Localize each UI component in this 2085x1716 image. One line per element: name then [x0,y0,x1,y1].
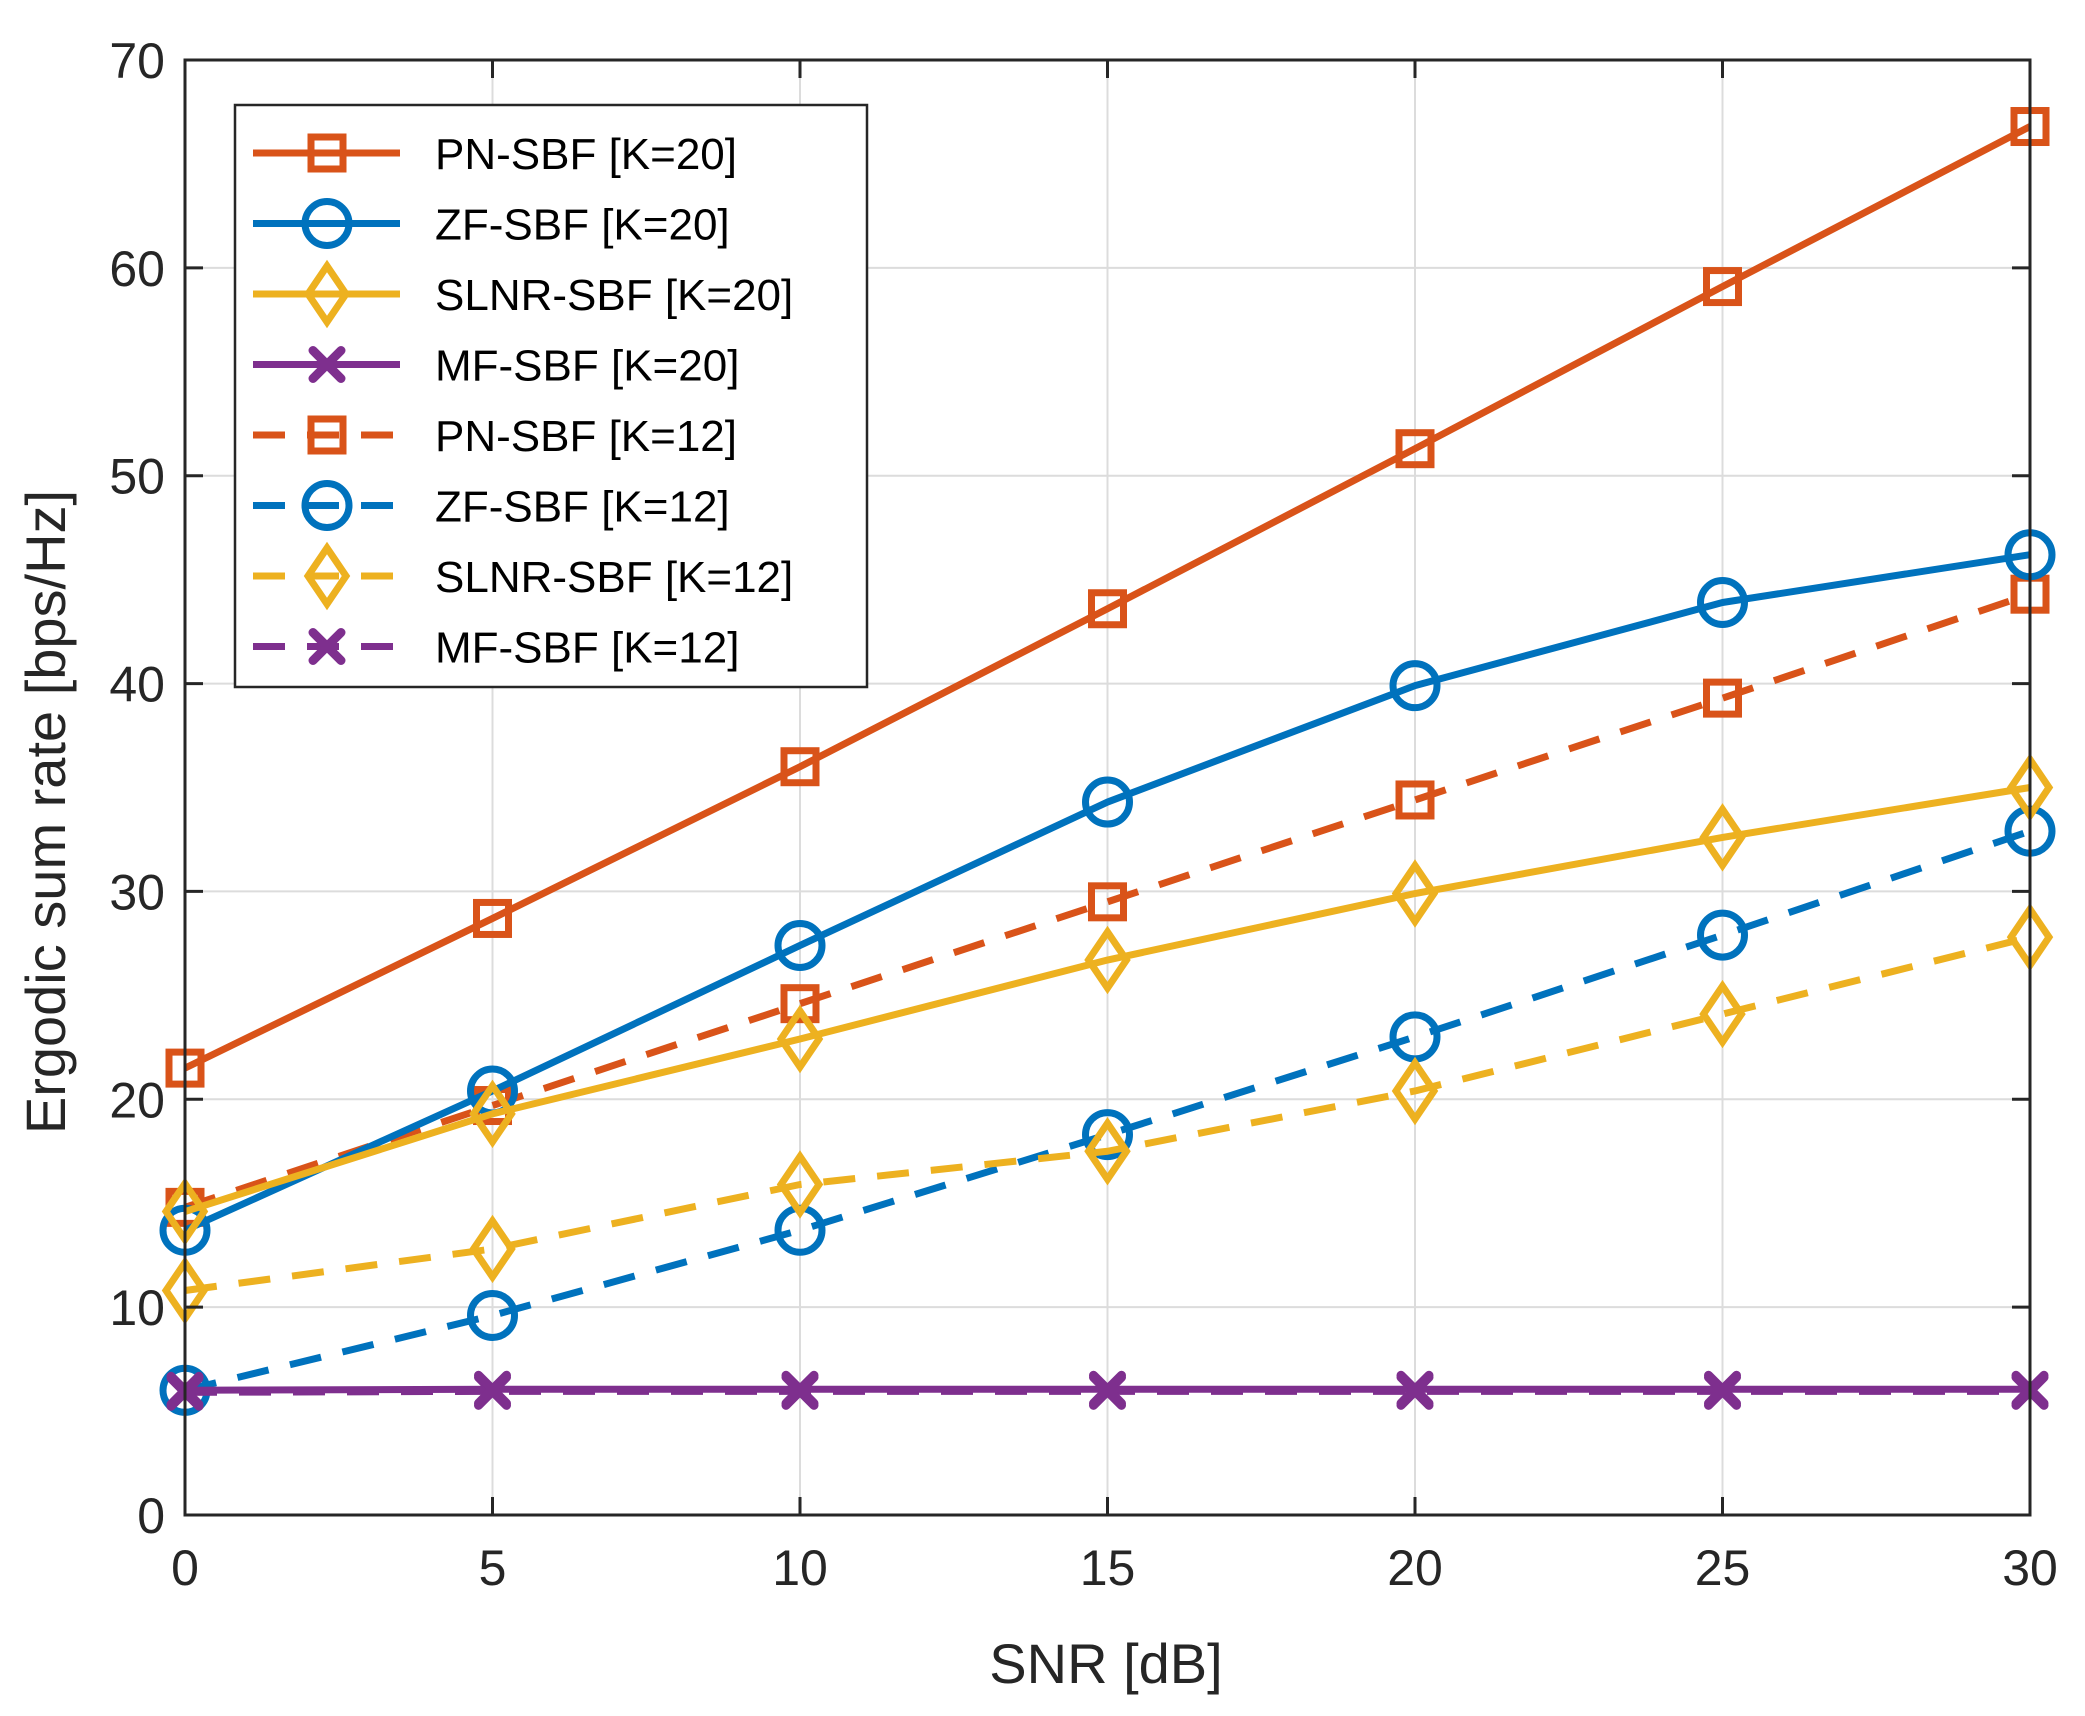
data-point [1082,776,1133,828]
data-point [1084,925,1131,995]
legend-marker [307,133,347,173]
data-point [1703,678,1742,718]
data-point [469,1214,516,1284]
legend-entry: SLNR-SBF [K=20] [253,259,793,329]
data-point [1389,660,1441,712]
y-tick-label: 10 [109,1280,165,1336]
legend-entry: PN-SBF [K=12] [253,412,737,461]
data-point [1704,1370,1741,1408]
legend-entry: MF-SBF [K=20] [253,342,739,391]
y-tick-label: 30 [109,864,165,920]
data-point [1703,267,1742,307]
legend: PN-SBF [K=20] ZF-SBF [K=20] SLNR-SBF [K=20… [233,103,869,689]
legend-marker [308,346,346,383]
legend-marker [307,415,347,455]
series-line [184,933,2031,1294]
legend-marker [301,198,353,249]
y-tick-label: 0 [137,1488,165,1544]
y-tick-label: 70 [109,33,165,89]
data-point [776,1004,824,1074]
legend-label: SLNR-SBF [K=12] [435,553,793,602]
y-tick-label: 20 [109,1072,165,1128]
data-point [473,898,512,938]
legend-label: SLNR-SBF [K=20] [435,271,793,320]
legend-marker [303,541,351,611]
x-axis-label: SNR [dB] [989,1632,1222,1695]
legend-entry: PN-SBF [K=20] [253,130,737,179]
x-tick-label: 30 [2002,1540,2058,1596]
data-point [781,1370,819,1408]
legend-label: MF-SBF [K=12] [435,624,739,673]
data-point [1082,1109,1133,1161]
y-tick-label: 50 [109,449,165,505]
legend-entry: ZF-SBF [K=20] [253,198,730,250]
legend-label: ZF-SBF [K=20] [435,201,730,250]
data-point [1088,589,1127,629]
legend-entry: SLNR-SBF [K=12] [253,541,793,611]
data-point [780,747,820,787]
legend-label: PN-SBF [K=20] [435,130,737,179]
legend-entry: MF-SBF [K=12] [253,624,739,673]
axes: 0 5 10 15 20 25 30 0 10 20 30 40 50 60 70 [109,33,2057,1596]
legend-label: PN-SBF [K=12] [435,412,737,461]
data-point [467,1289,518,1341]
data-point [780,984,820,1024]
data-point [1697,909,1748,961]
legend-marker [308,628,346,665]
series-line [183,784,2031,1215]
x-tick-label: 10 [772,1540,828,1596]
legend-marker [303,259,351,329]
legend-marker [301,480,353,531]
data-point [1697,577,1748,629]
x-tick-label: 20 [1387,1540,1443,1596]
x-tick-label: 5 [479,1540,507,1596]
data-point [1395,780,1435,820]
data-point [474,1370,511,1408]
data-point [1391,859,1439,928]
data-point [1088,882,1127,922]
data-point [1395,429,1435,469]
x-tick-label: 25 [1695,1540,1751,1596]
x-tick-label: 0 [171,1540,199,1596]
legend-label: MF-SBF [K=20] [435,342,739,391]
x-tick-label: 15 [1080,1540,1136,1596]
series-mf-sbf-k-20 [166,1370,2049,1409]
data-point [776,1150,824,1219]
series-line [183,123,2032,1072]
data-point [1396,1370,1434,1408]
data-point [469,1079,516,1149]
y-tick-label: 60 [109,241,165,297]
data-point [1699,979,1746,1049]
y-tick-label: 40 [109,657,165,713]
legend-label: ZF-SBF [K=12] [435,483,730,532]
data-point [1089,1370,1126,1408]
data-point [774,919,826,971]
legend-entry: ZF-SBF [K=12] [253,480,730,532]
data-point [1084,1117,1131,1186]
y-axis-label: Ergodic sum rate [bps/Hz] [14,490,77,1134]
data-point [1699,803,1746,872]
data-point [1391,1056,1439,1126]
